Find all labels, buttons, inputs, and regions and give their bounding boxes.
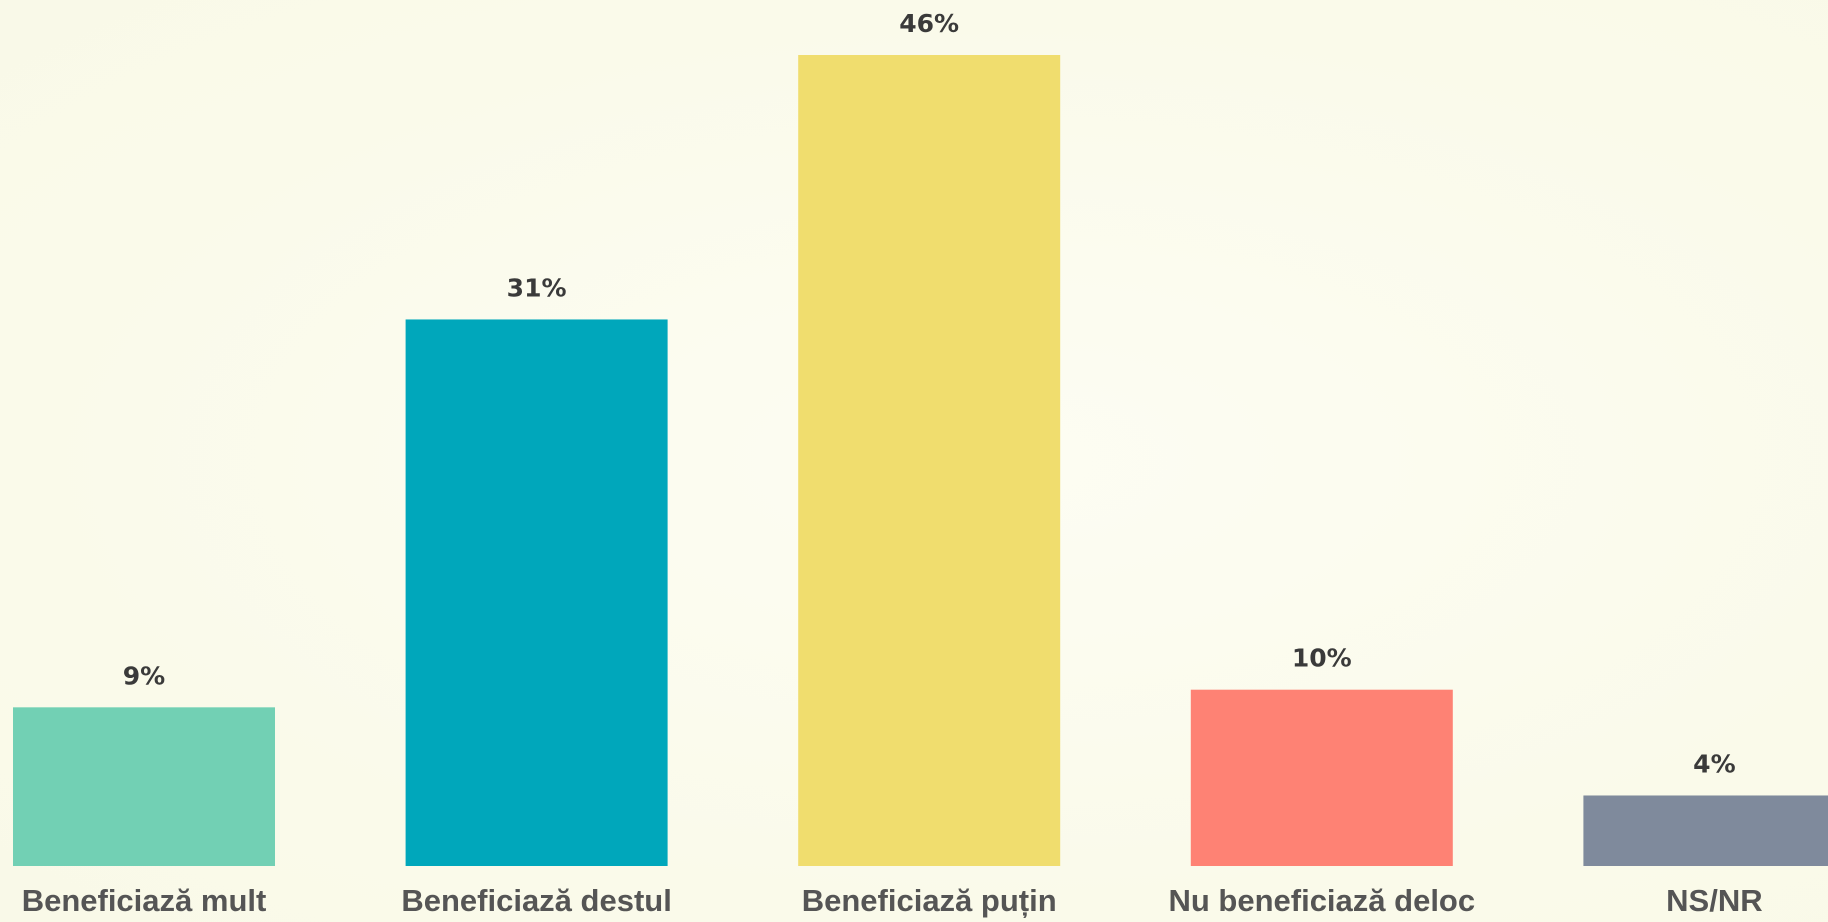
bar — [13, 707, 275, 866]
category-label: Beneficiază destul — [401, 883, 671, 918]
value-label: 31% — [507, 273, 567, 302]
bar — [1583, 795, 1828, 866]
category-label: Nu beneficiază deloc — [1168, 883, 1475, 918]
category-label: NS/NR — [1666, 883, 1762, 918]
bar — [1190, 689, 1453, 866]
category-label: Beneficiază mult — [22, 883, 267, 918]
value-label: 46% — [899, 9, 959, 38]
value-label: 9% — [123, 661, 165, 690]
category-label: Beneficiază puțin — [802, 883, 1057, 918]
bar — [798, 55, 1061, 866]
value-label: 4% — [1693, 749, 1735, 778]
value-label: 10% — [1292, 644, 1352, 673]
bar — [405, 319, 668, 866]
